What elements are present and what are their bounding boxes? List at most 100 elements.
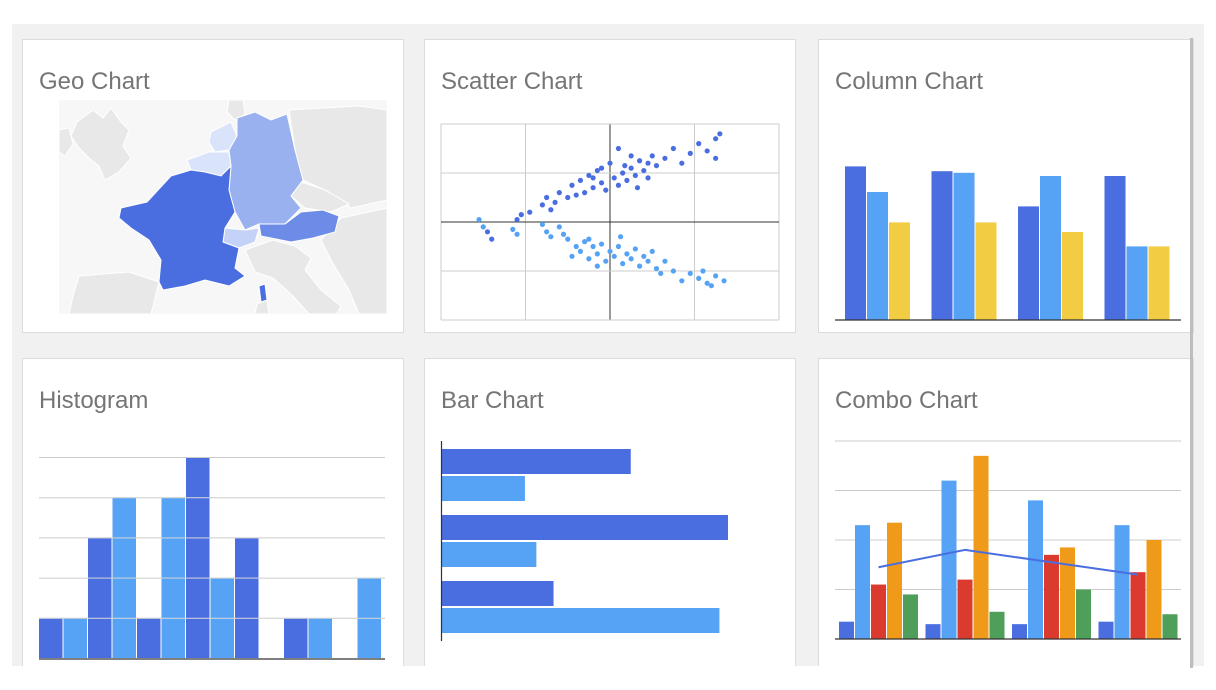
scatter-point-series-1: [552, 199, 558, 205]
scatter-point-series-2: [539, 221, 545, 228]
scatter-point-series-1: [662, 155, 668, 161]
histogram-block: [235, 538, 259, 578]
scatter-point-series-2: [510, 226, 516, 232]
scatter-point-series-2: [704, 280, 710, 286]
scatter-point-series-1: [539, 202, 545, 208]
combo-bar: [1146, 540, 1162, 639]
scatter-point-series-2: [713, 273, 719, 279]
scatter-point-series-1: [544, 194, 550, 201]
scatter-point-series-1: [696, 141, 702, 147]
column-bar: [845, 166, 866, 320]
column-bar: [1062, 232, 1083, 320]
scatter-point-series-1: [634, 185, 641, 191]
bar-chart-title: Bar Chart: [441, 387, 544, 414]
histogram-block: [186, 498, 210, 538]
histogram-block: [186, 538, 210, 578]
scatter-point-series-1: [594, 167, 600, 174]
histogram-block: [357, 618, 381, 658]
histogram-plot[interactable]: [39, 417, 387, 663]
combo-bar: [989, 611, 1005, 639]
scatter-point-series-2: [620, 261, 626, 267]
scatter-point-series-2: [641, 253, 647, 259]
scatter-chart-card[interactable]: Scatter Chart: [424, 39, 796, 333]
histogram-card[interactable]: Histogram: [22, 358, 404, 666]
scatter-point-series-2: [598, 241, 605, 247]
bar-chart-plot[interactable]: [440, 441, 781, 643]
scatter-point-series-1: [565, 194, 571, 201]
column-bar: [1148, 246, 1170, 320]
combo-bar: [1076, 589, 1091, 639]
combo-bar: [855, 525, 870, 639]
scatter-point-series-1: [679, 160, 685, 166]
scatter-point-series-1: [628, 153, 634, 159]
combo-bar: [903, 594, 918, 639]
combo-chart-card[interactable]: Combo Chart: [818, 358, 1194, 666]
scatter-point-series-1: [598, 180, 605, 186]
bar-chart-bar: [442, 608, 720, 633]
combo-chart-plot[interactable]: [835, 439, 1181, 643]
bar-chart-card[interactable]: Bar Chart: [424, 358, 796, 666]
scatter-chart-plot[interactable]: [440, 123, 781, 324]
geo-region-italy: [244, 239, 342, 315]
geo-region-ireland: [58, 127, 74, 157]
column-bar: [867, 192, 888, 320]
scatter-point-series-2: [560, 231, 567, 237]
scatter-point-series-1: [624, 177, 630, 183]
scatter-point-series-1: [603, 187, 609, 193]
combo-bar: [871, 584, 886, 639]
bar-chart-bar: [442, 449, 631, 474]
scatter-point-series-2: [607, 248, 613, 254]
histogram-block: [112, 578, 136, 618]
histogram-block: [161, 618, 185, 658]
chart-gallery: Geo Chart: [12, 24, 1204, 666]
histogram-block: [88, 578, 112, 618]
scatter-point-series-2: [582, 239, 588, 245]
histogram-block: [63, 618, 87, 658]
scatter-point-series-2: [696, 275, 702, 281]
histogram-block: [308, 618, 332, 658]
bar-chart-bar: [442, 515, 728, 540]
scatter-point-series-1: [645, 175, 651, 181]
combo-bar: [1162, 614, 1178, 639]
scatter-point-series-2: [573, 243, 579, 250]
scatter-point-series-1: [615, 145, 622, 152]
histogram-block: [235, 578, 259, 618]
scatter-point-series-2: [586, 256, 592, 262]
scatter-point-series-2: [480, 224, 486, 230]
geo-region-spain: [68, 271, 160, 315]
column-chart-plot[interactable]: [835, 160, 1181, 324]
column-chart-card[interactable]: Column Chart: [818, 39, 1194, 333]
scatter-point-series-2: [632, 246, 638, 252]
vertical-scrollbar[interactable]: [1190, 38, 1193, 668]
scatter-point-series-1: [649, 153, 655, 159]
scatter-point-series-1: [527, 209, 533, 215]
scatter-point-series-2: [670, 268, 676, 274]
scatter-point-series-2: [556, 224, 562, 230]
scatter-point-series-1: [636, 158, 643, 164]
column-bar: [931, 171, 953, 320]
scatter-point-series-2: [569, 253, 575, 259]
histogram-block: [186, 458, 210, 498]
scatter-point-series-2: [544, 229, 550, 235]
histogram-block: [39, 618, 63, 658]
scatter-point-series-2: [662, 258, 668, 264]
scatter-point-series-2: [565, 236, 571, 242]
histogram-block: [112, 618, 136, 658]
histogram-block: [186, 618, 210, 658]
scatter-chart-title: Scatter Chart: [441, 68, 583, 95]
column-bar: [1018, 206, 1039, 320]
scatter-point-series-1: [628, 165, 634, 171]
scatter-point-series-2: [476, 216, 482, 223]
column-bar: [889, 222, 910, 320]
scatter-point-series-1: [586, 172, 592, 179]
geo-chart-card[interactable]: Geo Chart: [22, 39, 404, 333]
scatter-point-series-1: [641, 167, 647, 174]
scatter-point-series-2: [721, 278, 727, 284]
histogram-title: Histogram: [39, 387, 149, 414]
scatter-point-series-2: [594, 251, 600, 257]
combo-bar: [1060, 547, 1075, 639]
column-bar: [975, 222, 997, 320]
scatter-point-series-1: [670, 145, 676, 152]
geo-chart-map[interactable]: [58, 99, 388, 315]
